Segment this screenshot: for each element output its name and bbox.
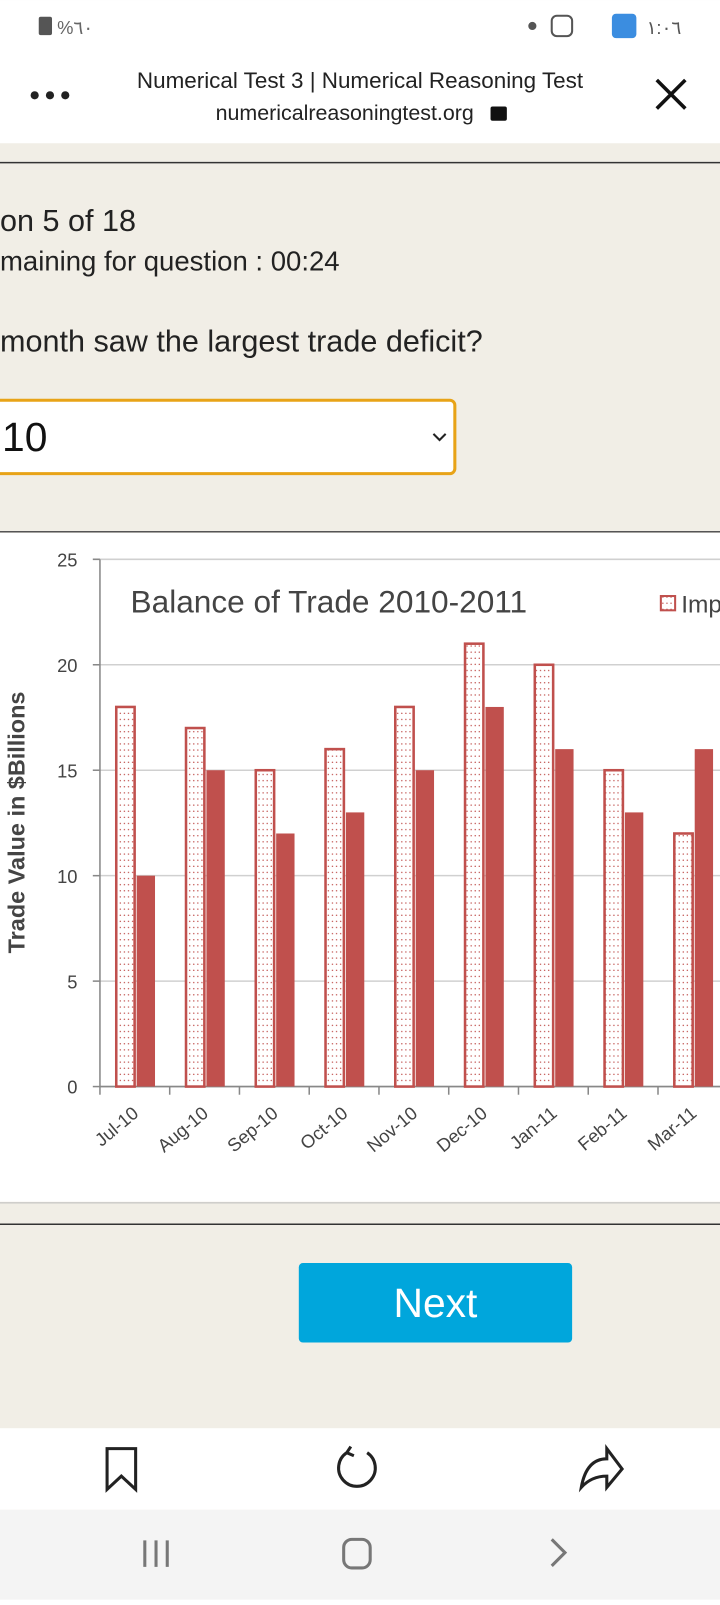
- question-progress: on 5 of 18: [0, 204, 136, 238]
- page-title: Numerical Test 3 | Numerical Reasoning T…: [137, 68, 584, 93]
- notification-dot: [528, 21, 537, 31]
- y-tick-label: 5: [67, 971, 77, 992]
- bar: [276, 833, 295, 1087]
- reload-button[interactable]: [337, 1445, 377, 1488]
- instagram-icon: [550, 14, 574, 38]
- question-prompt: month saw the largest trade deficit?: [0, 324, 483, 358]
- back-button[interactable]: [550, 1538, 568, 1567]
- bar: [324, 747, 346, 1088]
- y-tick-label: 20: [57, 655, 77, 676]
- bar: [694, 749, 714, 1087]
- hotspot-icon: [611, 13, 637, 39]
- bar: [485, 706, 504, 1087]
- answer-value: 10: [2, 414, 47, 460]
- home-button[interactable]: [342, 1537, 372, 1570]
- battery-text: %٦٠: [57, 17, 93, 38]
- bar: [533, 663, 555, 1088]
- close-button[interactable]: [655, 78, 687, 110]
- y-tick-label: 15: [57, 760, 77, 781]
- share-button[interactable]: [578, 1444, 625, 1493]
- chart-title: Balance of Trade 2010-2011: [131, 583, 528, 619]
- bar: [624, 812, 644, 1087]
- bar: [673, 832, 694, 1088]
- legend-swatch: [659, 595, 677, 612]
- browser-toolbar: [0, 1428, 720, 1510]
- clock: ١:٠٦: [647, 17, 682, 38]
- next-label: Next: [394, 1280, 479, 1326]
- bar: [463, 642, 485, 1088]
- nav-bar: [0, 1509, 720, 1600]
- bar: [555, 749, 574, 1087]
- recents-button[interactable]: [143, 1540, 169, 1567]
- chart: Balance of Trade 2010-2011 Trade Value i…: [0, 532, 720, 1202]
- y-axis-label: Trade Value in $Billions: [3, 692, 29, 954]
- bar: [254, 768, 276, 1088]
- next-button[interactable]: Next: [298, 1263, 573, 1343]
- bar: [206, 770, 225, 1087]
- bar: [394, 705, 415, 1088]
- bookmark-button[interactable]: [105, 1447, 138, 1493]
- bar: [603, 768, 625, 1088]
- bar: [345, 812, 365, 1087]
- question-timer: maining for question : 00:24: [0, 246, 340, 277]
- y-tick-label: 10: [57, 866, 77, 887]
- battery-icon: [38, 16, 53, 36]
- bar: [184, 726, 206, 1088]
- lock-icon: [490, 106, 507, 121]
- y-tick-label: 0: [67, 1077, 77, 1098]
- menu-button[interactable]: [30, 91, 70, 100]
- bar: [415, 770, 435, 1087]
- bar: [114, 705, 136, 1088]
- browser-header: [0, 0, 720, 144]
- y-tick-label: 25: [57, 549, 77, 570]
- page-url: numericalreasoningtest.org: [216, 101, 474, 125]
- answer-select[interactable]: 10: [0, 398, 457, 476]
- bar: [136, 875, 156, 1087]
- legend-label: Imports: [681, 591, 720, 618]
